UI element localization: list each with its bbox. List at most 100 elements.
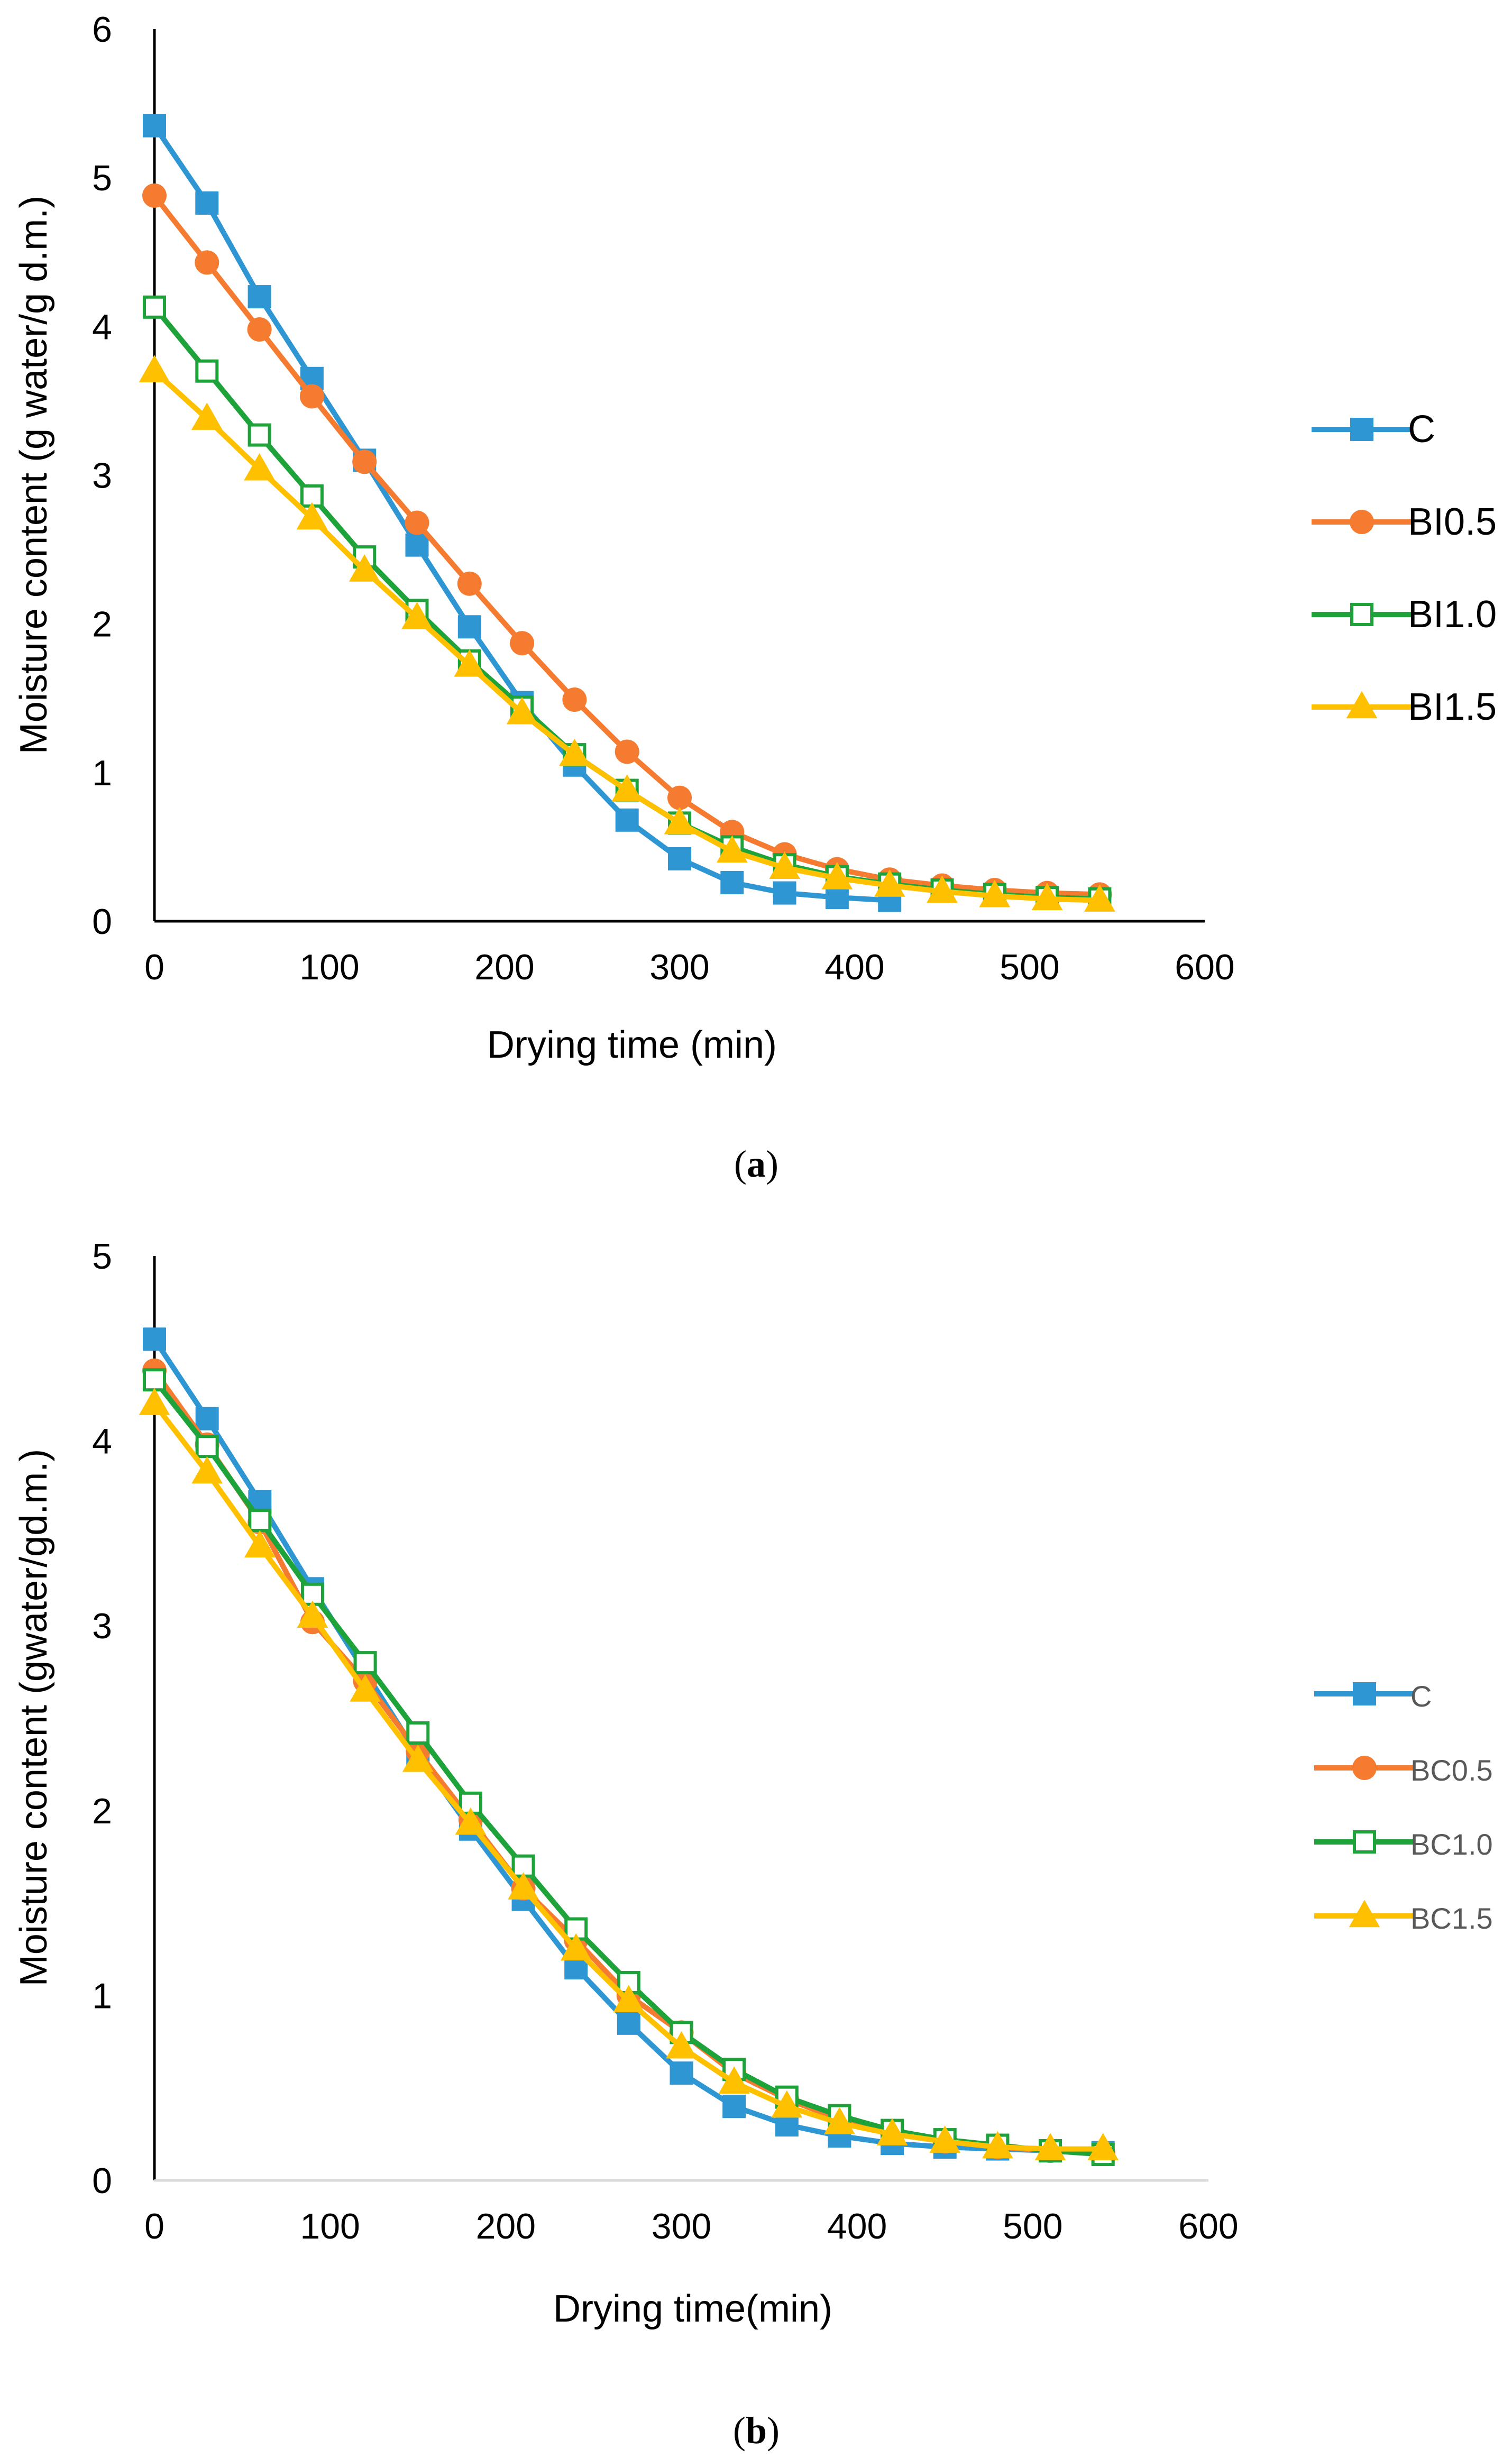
y-tick-label: 3 — [92, 1606, 112, 1646]
legend-item: BI0.5 — [1312, 501, 1497, 543]
data-point — [297, 1600, 328, 1628]
data-point — [457, 615, 481, 639]
data-point — [195, 1435, 219, 1459]
y-tick-label: 5 — [92, 158, 112, 198]
series-BC1-5 — [139, 1388, 1119, 2160]
data-point — [617, 2011, 640, 2035]
y-tick-label: 6 — [92, 10, 112, 50]
data-point — [1087, 2133, 1119, 2160]
data-point — [722, 2095, 746, 2118]
legend-label: BI1.5 — [1408, 686, 1497, 728]
data-point — [405, 533, 429, 557]
data-point — [510, 631, 535, 656]
data-point — [143, 1327, 166, 1351]
data-point — [406, 1721, 430, 1745]
legend-label: BC1.5 — [1410, 1902, 1493, 1935]
data-point — [352, 450, 377, 474]
y-tick-label: 0 — [92, 2161, 112, 2201]
data-point — [143, 1368, 166, 1392]
data-point — [718, 2066, 750, 2094]
legend-item: BC1.5 — [1314, 1900, 1493, 1935]
data-point — [139, 355, 170, 382]
x-tick-label: 100 — [299, 947, 359, 987]
data-point — [244, 453, 275, 481]
data-point — [668, 847, 691, 870]
data-point — [979, 879, 1011, 907]
data-point — [143, 114, 166, 137]
data-point — [1031, 883, 1063, 911]
data-point — [142, 183, 167, 208]
data-point — [139, 1388, 170, 1415]
data-point — [191, 402, 223, 430]
x-tick-label: 0 — [144, 947, 164, 987]
data-point — [247, 317, 272, 342]
legend-label: BC1.0 — [1410, 1828, 1493, 1861]
x-tick-label: 600 — [1175, 947, 1234, 987]
data-point — [195, 191, 219, 215]
legend-label: C — [1410, 1680, 1432, 1713]
x-tick-label: 600 — [1178, 2206, 1238, 2246]
y-tick-labels-a: 0 1 2 3 4 5 6 — [92, 10, 112, 942]
data-point — [248, 285, 271, 309]
legend-marker — [1352, 1756, 1377, 1780]
data-point — [508, 1872, 539, 1900]
data-point — [248, 1508, 272, 1532]
data-point — [454, 649, 485, 677]
data-point — [195, 359, 219, 383]
data-point — [195, 250, 219, 275]
legend-item: C — [1314, 1680, 1432, 1713]
legend-item: BC0.5 — [1314, 1754, 1493, 1787]
legend-item: C — [1312, 408, 1435, 451]
legend-b: C BC0.5 BC1.0 BC1.5 — [1314, 1680, 1493, 1935]
data-point — [615, 808, 639, 832]
legend-label: BI0.5 — [1408, 501, 1497, 543]
data-point — [716, 835, 748, 863]
data-point — [667, 785, 692, 810]
caption-b-letter: b — [746, 2409, 767, 2452]
legend-marker — [1353, 1682, 1376, 1705]
data-point — [401, 602, 433, 629]
data-point — [560, 1933, 592, 1961]
data-point — [670, 2061, 693, 2085]
data-point — [195, 1407, 219, 1430]
data-point — [299, 384, 324, 409]
data-point — [350, 1674, 381, 1702]
y-tick-label: 3 — [92, 456, 112, 496]
data-point — [929, 2125, 961, 2153]
caption-a: (a) — [734, 1143, 778, 1185]
data-point — [821, 862, 853, 889]
x-tick-labels-a: 0 100 200 300 400 500 600 — [144, 947, 1235, 987]
data-point — [244, 1530, 276, 1558]
data-point — [773, 881, 796, 905]
y-tick-label: 5 — [92, 1236, 112, 1277]
data-point — [402, 1745, 434, 1772]
data-point — [666, 2031, 697, 2059]
data-point — [455, 1807, 487, 1835]
x-tick-label: 500 — [1003, 2206, 1062, 2246]
legend-marker — [1350, 510, 1374, 534]
legend-marker — [1350, 418, 1373, 441]
y-tick-label: 2 — [92, 604, 112, 645]
data-point — [143, 295, 166, 319]
legend-marker — [1353, 1830, 1376, 1854]
data-point — [874, 869, 905, 897]
x-tick-label: 0 — [144, 2206, 164, 2246]
data-point — [191, 1456, 223, 1484]
y-axis-title-a: Moisture content (g water/g d.m.) — [13, 196, 55, 754]
data-point — [876, 2118, 908, 2145]
caption-b: (b) — [733, 2409, 780, 2452]
data-point — [611, 774, 643, 802]
data-point — [562, 687, 587, 712]
series-group-a — [139, 114, 1115, 912]
y-axis-title-b: Moisture content (gwater/gd.m.) — [13, 1449, 55, 1986]
x-tick-label: 300 — [652, 2206, 711, 2246]
legend-label: BI1.0 — [1408, 593, 1497, 636]
legend-marker — [1350, 603, 1373, 626]
data-point — [982, 2131, 1013, 2159]
x-tick-label: 400 — [827, 2206, 887, 2246]
data-point — [405, 510, 429, 535]
data-point — [927, 875, 958, 903]
data-point — [353, 1651, 377, 1675]
legend-item: BC1.0 — [1314, 1828, 1493, 1861]
